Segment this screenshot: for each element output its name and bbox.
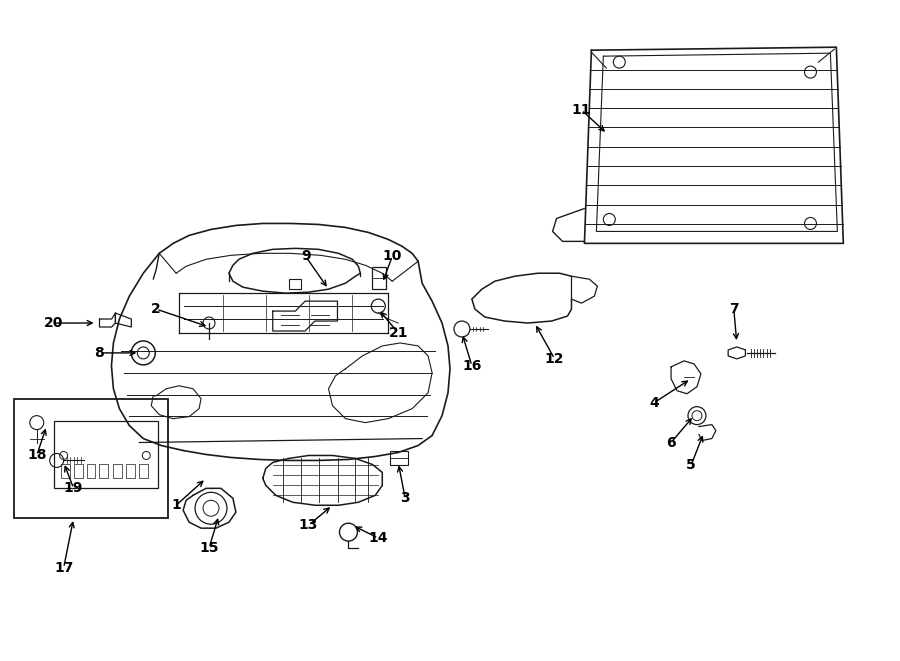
Text: 15: 15 — [199, 541, 219, 555]
Bar — [289, 279, 301, 289]
Text: 1: 1 — [171, 498, 181, 512]
Text: 11: 11 — [572, 103, 591, 117]
Text: 18: 18 — [27, 448, 47, 463]
Text: 17: 17 — [54, 561, 73, 575]
Text: 13: 13 — [299, 518, 319, 532]
Text: 14: 14 — [369, 531, 388, 545]
Text: 12: 12 — [544, 352, 564, 366]
Text: 8: 8 — [94, 346, 104, 360]
Bar — [74, 465, 83, 479]
Bar — [113, 465, 122, 479]
Text: 2: 2 — [151, 302, 161, 316]
Bar — [14, 399, 168, 518]
Bar — [100, 465, 108, 479]
Text: 10: 10 — [382, 249, 402, 263]
Text: 20: 20 — [44, 316, 63, 330]
Bar — [140, 465, 148, 479]
Text: 7: 7 — [729, 302, 739, 316]
Text: 3: 3 — [400, 491, 410, 505]
Text: 5: 5 — [686, 459, 696, 473]
Text: 6: 6 — [666, 436, 676, 449]
Bar — [60, 465, 69, 479]
Bar — [86, 465, 95, 479]
Text: 4: 4 — [649, 396, 659, 410]
Bar — [54, 420, 158, 488]
Text: 9: 9 — [301, 249, 310, 263]
Bar — [126, 465, 135, 479]
Bar — [373, 267, 386, 289]
Text: 19: 19 — [64, 481, 84, 495]
Bar — [391, 451, 409, 465]
Text: 16: 16 — [463, 359, 482, 373]
Text: 21: 21 — [389, 326, 408, 340]
